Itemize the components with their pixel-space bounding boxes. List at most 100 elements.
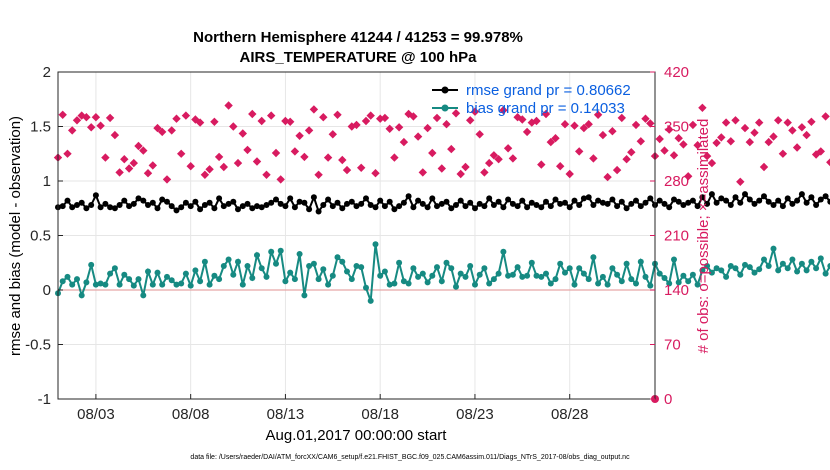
chart-subtitle: AIRS_TEMPERATURE @ 100 hPa	[240, 49, 478, 66]
bias-point	[765, 263, 772, 269]
rmse-point	[765, 198, 772, 205]
bias-point	[197, 278, 204, 285]
assimilated-point	[646, 119, 655, 128]
bias-point	[367, 297, 374, 304]
assimilated-point	[532, 116, 541, 126]
bias-point	[770, 245, 777, 252]
assimilated-point	[584, 120, 593, 129]
rmse-point	[429, 195, 436, 202]
bias-point	[277, 247, 284, 254]
bias-point	[206, 281, 213, 288]
bias-point	[83, 279, 90, 286]
assimilated-point	[447, 144, 456, 154]
bias-point	[524, 272, 531, 279]
y-right-tick-label: 70	[664, 337, 681, 354]
assimilated-point	[816, 147, 825, 156]
rmse-point	[396, 203, 403, 210]
assimilated-point	[148, 161, 157, 170]
assimilated-point	[77, 111, 86, 120]
assimilated-point	[721, 118, 731, 127]
bias-point	[680, 272, 687, 279]
rmse-point	[547, 203, 554, 210]
assimilated-point	[456, 169, 465, 179]
assimilated-point	[413, 132, 423, 141]
assimilated-point	[134, 141, 143, 151]
bias-point	[547, 280, 554, 287]
assimilated-point	[68, 126, 77, 135]
bias-point	[817, 255, 824, 262]
bias-point	[149, 281, 156, 288]
bias-point	[519, 273, 526, 280]
assimilated-point	[792, 143, 802, 152]
assimilated-point	[826, 158, 830, 167]
bias-point	[111, 265, 118, 272]
bias-point	[453, 283, 459, 290]
assimilated-point	[641, 114, 650, 123]
bias-point	[443, 259, 450, 266]
assimilated-point	[660, 146, 669, 155]
assimilated-point	[172, 114, 181, 123]
assimilated-point	[622, 155, 631, 164]
assimilated-point	[342, 165, 352, 175]
rmse-point	[822, 193, 829, 200]
bias-point	[405, 280, 412, 287]
rmse-point	[334, 199, 341, 206]
bias-point	[88, 261, 95, 268]
bias-point	[533, 272, 540, 279]
bias-point	[154, 269, 161, 276]
bias-point	[239, 281, 246, 288]
bias-point	[325, 281, 332, 288]
rmse-point	[713, 199, 720, 206]
bias-point	[562, 269, 568, 276]
assimilated-point	[480, 168, 489, 177]
rmse-point	[472, 205, 478, 212]
rmse-point	[462, 203, 469, 210]
rmse-point	[154, 205, 161, 212]
assimilated-point	[110, 130, 120, 140]
rmse-point	[197, 206, 204, 213]
bias-point	[59, 278, 66, 285]
assimilated-point	[712, 138, 721, 148]
rmse-point	[585, 194, 592, 201]
y-right-tick-label: 280	[664, 173, 689, 190]
bias-point	[344, 268, 350, 275]
rmse-point	[779, 203, 786, 210]
bias-point	[723, 273, 730, 280]
bias-point	[486, 280, 493, 287]
assimilated-point	[153, 123, 162, 133]
assimilated-point	[807, 117, 816, 126]
y-axis-right-label: # of obs: o=possible; ×=assimilated	[695, 119, 712, 354]
bias-point	[514, 264, 521, 271]
assimilated-point	[608, 127, 617, 136]
bias-point	[713, 265, 720, 272]
rmse-point	[344, 200, 350, 207]
assimilated-point	[551, 134, 560, 143]
rmse-point	[457, 197, 464, 204]
bias-point	[164, 273, 170, 280]
y-axis-left: -1 -0.5 0 0.5 1 1.5 2	[25, 64, 63, 408]
rmse-point	[363, 195, 369, 202]
bias-point	[538, 273, 545, 280]
assimilated-point	[105, 113, 115, 123]
assimilated-point	[655, 134, 664, 144]
assimilated-point	[485, 158, 494, 168]
bias-point	[201, 258, 208, 265]
bias-point	[348, 276, 355, 283]
assimilated-point	[451, 109, 461, 118]
assimilated-point	[684, 172, 693, 181]
rmse-point	[410, 204, 417, 211]
bias-point	[220, 263, 227, 269]
assimilated-point	[740, 123, 750, 133]
rmse-point	[107, 204, 114, 211]
bias-point	[543, 270, 549, 277]
assimilated-point	[139, 146, 148, 155]
bias-point	[410, 265, 417, 272]
assimilated-point	[205, 165, 214, 174]
x-tick-label: 08/03	[77, 406, 115, 423]
rmse-point	[438, 200, 445, 207]
assimilated-point	[214, 152, 224, 162]
series-bias	[55, 241, 830, 304]
rmse-point	[732, 194, 739, 201]
bias-point	[642, 273, 649, 280]
rmse-point	[443, 198, 450, 205]
